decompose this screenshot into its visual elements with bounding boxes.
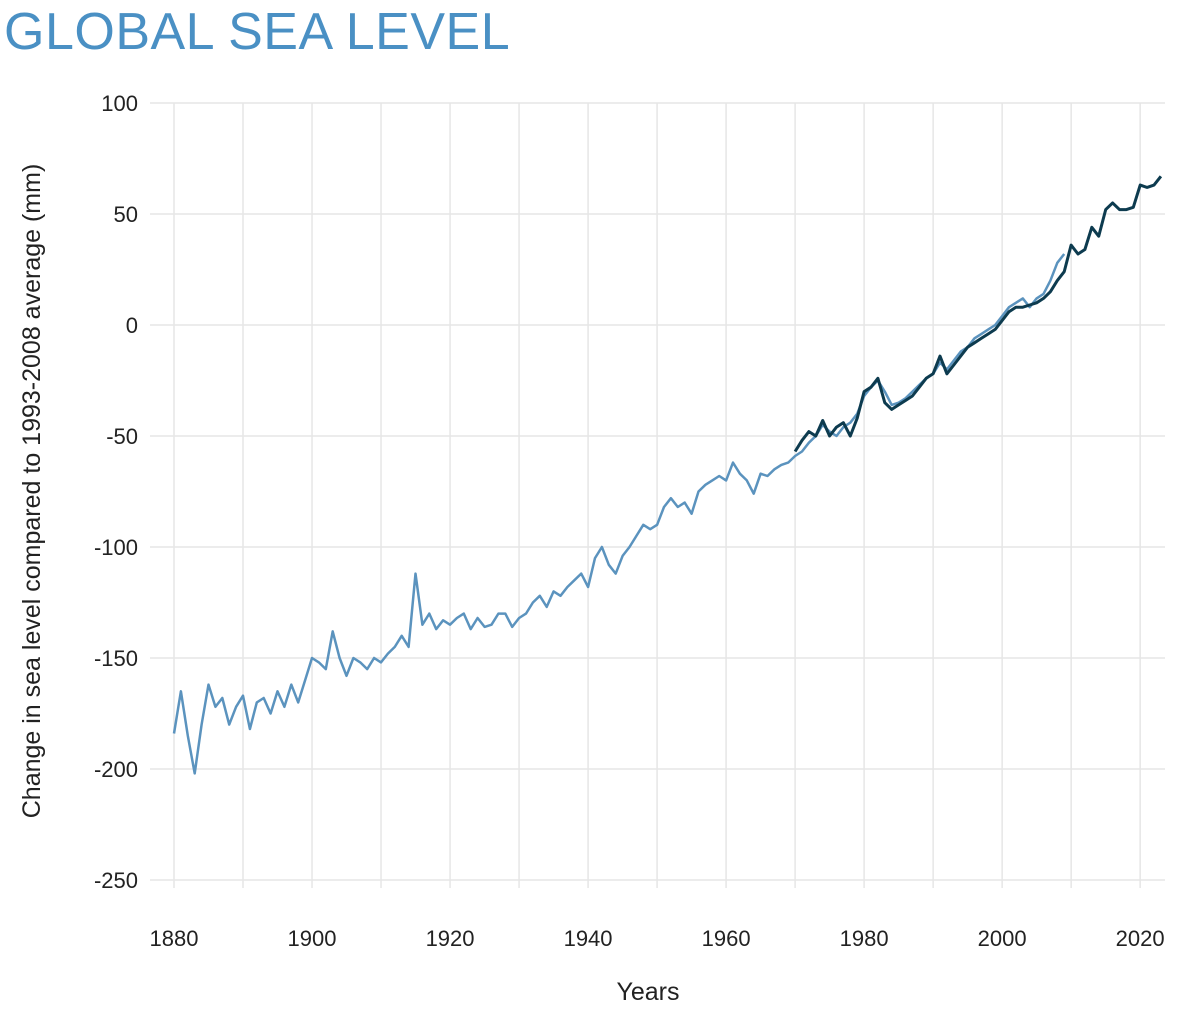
grid bbox=[150, 102, 1165, 888]
x-tick-label: 1920 bbox=[426, 926, 475, 951]
series-line-light bbox=[172, 253, 1066, 775]
x-tick-label: 2000 bbox=[978, 926, 1027, 951]
chart-title: GLOBAL SEA LEVEL bbox=[4, 3, 511, 61]
x-tick-labels: 1880 1900 1920 1940 1960 1980 2000 2020 bbox=[150, 926, 1165, 951]
x-tick-label: 1960 bbox=[702, 926, 751, 951]
y-tick-label: -150 bbox=[94, 646, 138, 671]
x-tick-label: 1980 bbox=[840, 926, 889, 951]
y-tick-label: -100 bbox=[94, 535, 138, 560]
x-tick-label: 1940 bbox=[564, 926, 613, 951]
y-axis-label: Change in sea level compared to 1993-200… bbox=[18, 164, 46, 819]
y-tick-label: 0 bbox=[126, 313, 138, 338]
y-tick-label: -50 bbox=[106, 424, 138, 449]
x-axis-label: Years bbox=[616, 978, 679, 1006]
x-tick-label: 2020 bbox=[1116, 926, 1165, 951]
y-tick-label: 100 bbox=[101, 91, 138, 116]
x-tick-label: 1880 bbox=[150, 926, 199, 951]
y-tick-label: -200 bbox=[94, 757, 138, 782]
series-line-dark bbox=[793, 175, 1163, 453]
series-lines bbox=[172, 175, 1163, 775]
y-tick-labels: 100 50 0 -50 -100 -150 -200 -250 bbox=[94, 91, 138, 893]
x-tick-label: 1900 bbox=[288, 926, 337, 951]
y-tick-label: 50 bbox=[114, 202, 138, 227]
y-tick-label: -250 bbox=[94, 868, 138, 893]
